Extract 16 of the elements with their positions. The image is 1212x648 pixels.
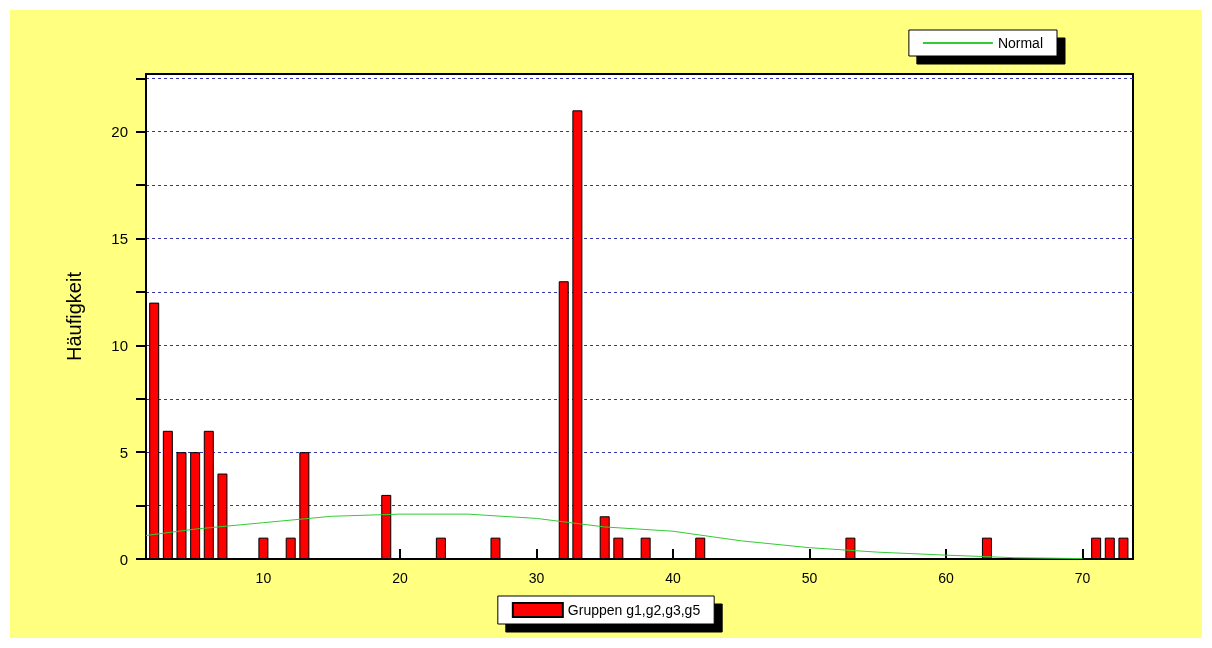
- y-tick-label: 20: [111, 123, 128, 141]
- y-tick-label: 10: [111, 336, 128, 354]
- x-tick-label: 60: [938, 570, 954, 586]
- y-tick-label: 0: [119, 550, 128, 568]
- legend-label: Normal: [997, 35, 1044, 51]
- legend-label: Gruppen g1,g2,g3,g5: [567, 602, 701, 618]
- y-tick-label: 5: [119, 443, 128, 461]
- line-series: [145, 513, 1083, 560]
- x-tick-label: 10: [255, 570, 272, 586]
- x-tick-label: 20: [392, 570, 408, 586]
- x-tick-label: 50: [801, 570, 818, 586]
- x-tick-label: 30: [528, 570, 545, 586]
- x-tick-label: 70: [1074, 570, 1091, 586]
- x-tick-label: 40: [665, 570, 681, 586]
- y-tick-label: 15: [111, 230, 128, 248]
- y-axis-title: Häufigkeit: [63, 271, 85, 361]
